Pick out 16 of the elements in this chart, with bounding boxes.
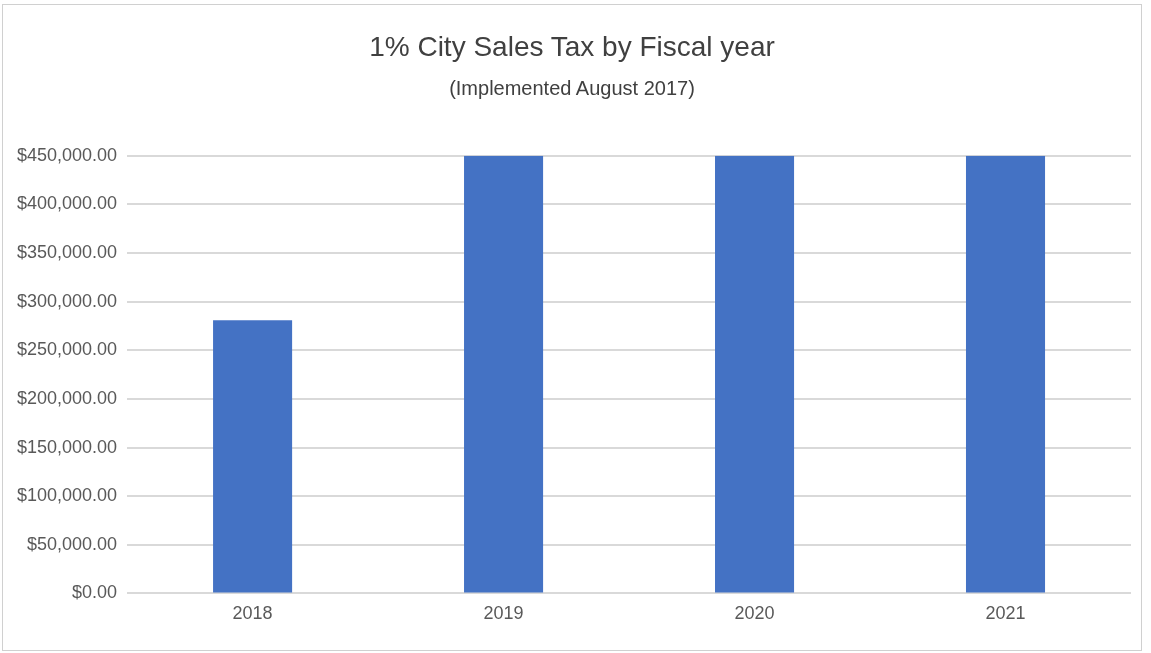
chart-subtitle: (Implemented August 2017) xyxy=(448,77,696,100)
y-tick-label: $100,000.00 xyxy=(16,485,118,506)
x-tick-label: 2020 xyxy=(734,603,775,624)
y-tick-label: $0.00 xyxy=(72,582,118,603)
y-tick-label: $50,000.00 xyxy=(27,533,118,554)
y-tick-label: $200,000.00 xyxy=(16,387,118,408)
y-tick-label: $250,000.00 xyxy=(16,339,118,360)
x-tick-label: 2018 xyxy=(232,603,273,624)
y-tick-label: $350,000.00 xyxy=(16,242,118,263)
chart-title: 1% City Sales Tax by Fiscal year xyxy=(368,31,776,63)
y-tick-label: $450,000.00 xyxy=(16,144,118,165)
x-tick-label: 2019 xyxy=(483,603,524,624)
y-tick-label: $400,000.00 xyxy=(16,193,118,214)
y-tick-label: $150,000.00 xyxy=(16,436,118,457)
y-tick-label: $300,000.00 xyxy=(16,290,118,311)
x-tick-label: 2021 xyxy=(985,603,1026,624)
